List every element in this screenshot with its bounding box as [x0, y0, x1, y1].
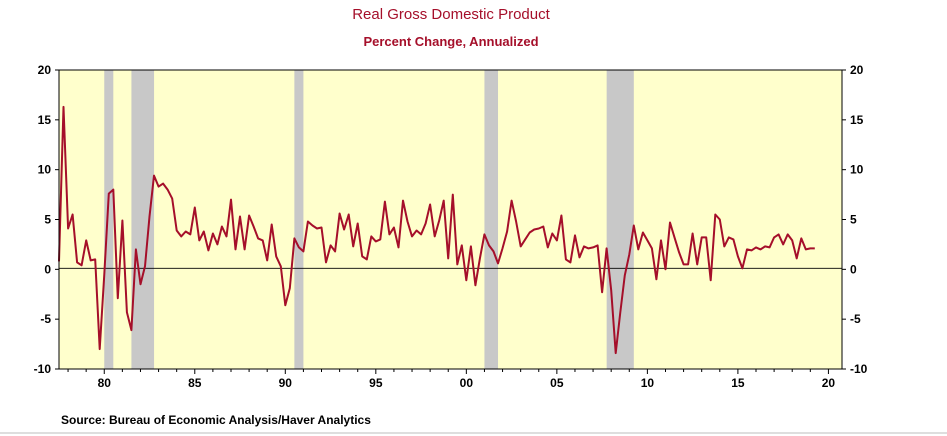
- y-tick-label-left: 20: [38, 63, 52, 77]
- recession-band: [104, 70, 114, 369]
- y-tick-label-left: 10: [38, 163, 52, 177]
- y-tick-label-right: -10: [850, 362, 868, 376]
- x-tick-label: 20: [822, 376, 836, 390]
- y-tick-label-right: 15: [850, 113, 864, 127]
- x-tick-label: 85: [188, 376, 202, 390]
- gdp-series-line: [58, 105, 815, 355]
- y-tick-label-left: -5: [40, 312, 51, 326]
- recession-band: [606, 70, 634, 369]
- recession-band: [131, 70, 155, 369]
- y-tick-label-right: 10: [850, 163, 864, 177]
- x-tick-label: 90: [279, 376, 293, 390]
- x-tick-label: 95: [369, 376, 383, 390]
- x-tick-label: 10: [641, 376, 655, 390]
- chart-source: Source: Bureau of Economic Analysis/Have…: [61, 413, 371, 427]
- x-tick-label: 15: [731, 376, 745, 390]
- y-tick-label-left: 15: [38, 113, 52, 127]
- y-tick-label-right: 20: [850, 63, 864, 77]
- x-tick-label: 00: [460, 376, 474, 390]
- recession-band: [484, 70, 499, 369]
- y-tick-label-left: -10: [34, 362, 52, 376]
- chart-subtitle: Percent Change, Annualized: [363, 34, 538, 49]
- x-tick-label: 05: [550, 376, 564, 390]
- y-tick-label-right: 0: [850, 262, 857, 276]
- recession-band: [294, 70, 304, 369]
- x-tick-label: 80: [98, 376, 112, 390]
- y-tick-label-right: 5: [850, 213, 857, 227]
- y-tick-label-left: 0: [44, 262, 51, 276]
- chart-title: Real Gross Domestic Product: [352, 6, 550, 23]
- y-tick-label-left: 5: [44, 213, 51, 227]
- y-tick-label-right: -5: [850, 312, 861, 326]
